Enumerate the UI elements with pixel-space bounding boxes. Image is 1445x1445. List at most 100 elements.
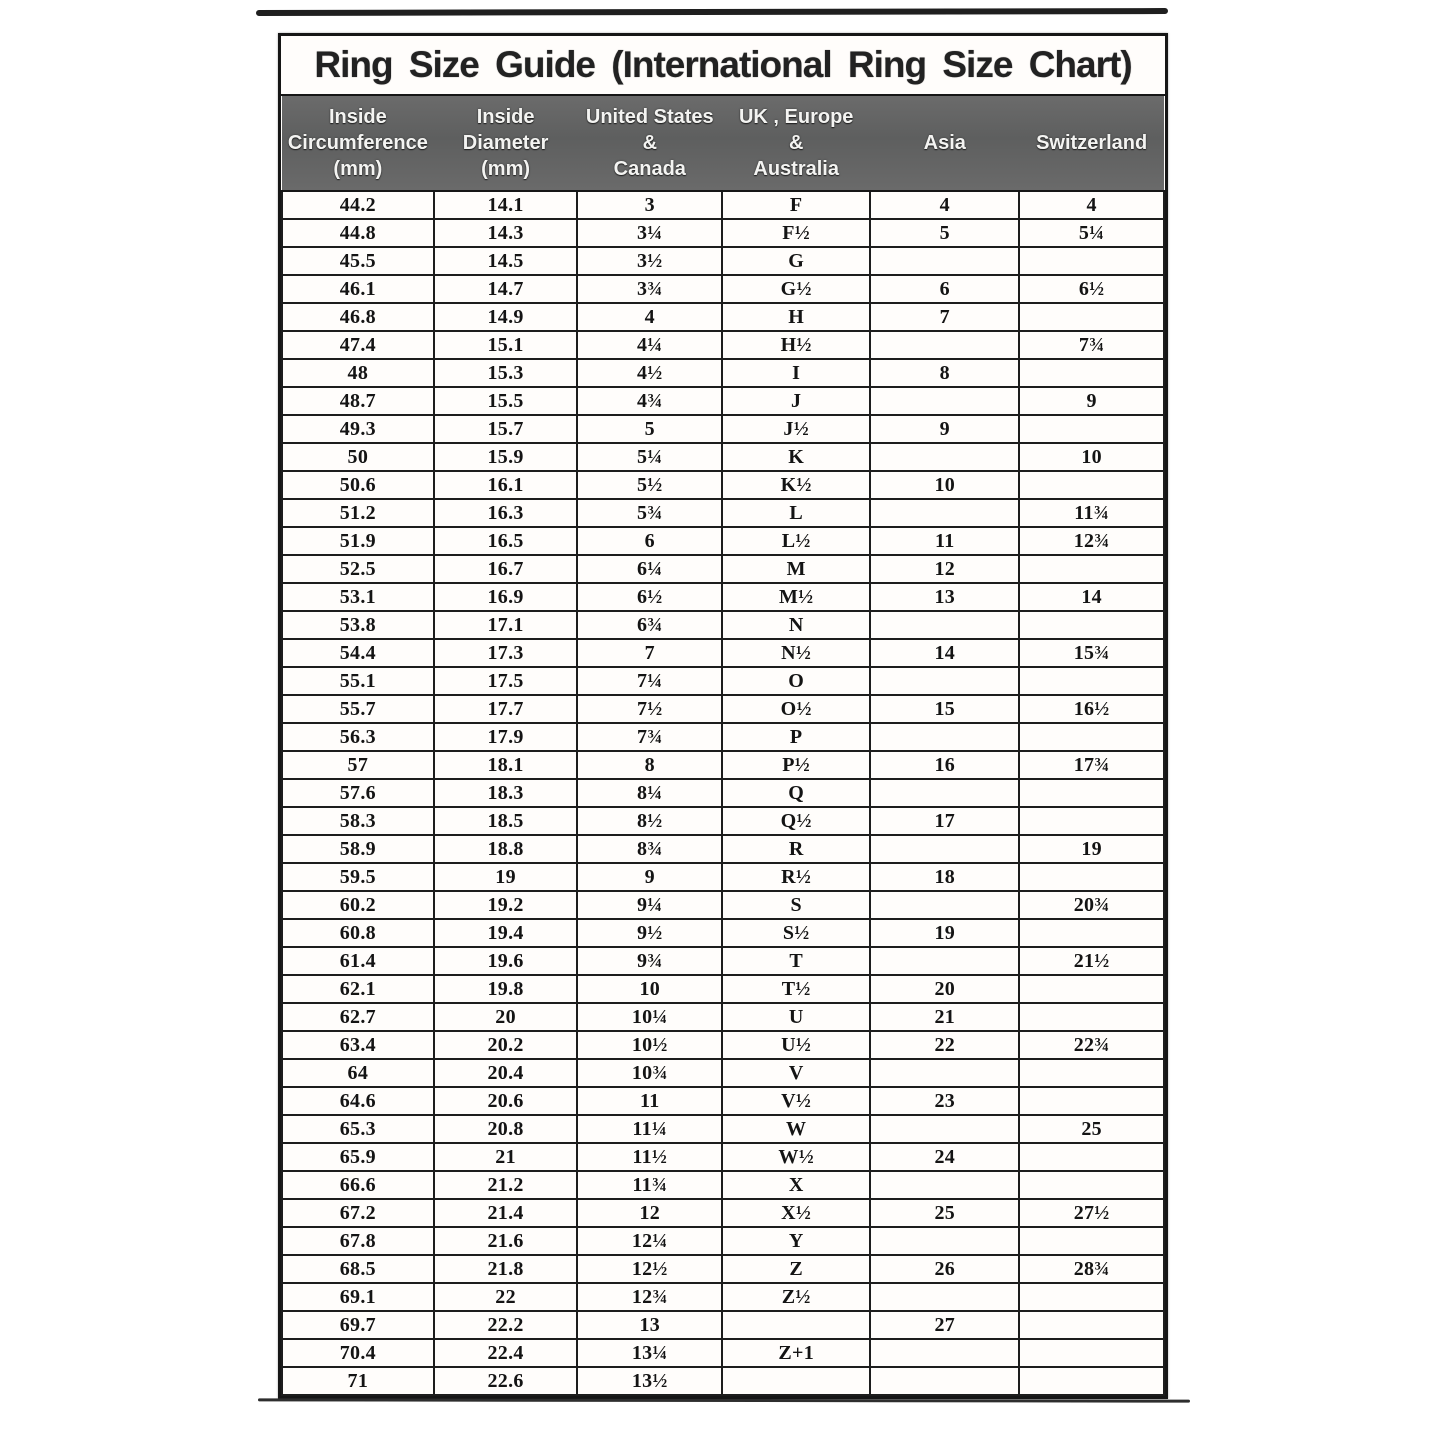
table-cell: 5¾ — [576, 498, 724, 528]
table-cell: 14.9 — [432, 302, 579, 332]
table-cell: 6 — [576, 526, 724, 556]
table-cell: K — [721, 442, 872, 472]
table-row: 68.5 21.8 12½ Z 26 28¾ — [281, 1254, 1165, 1284]
table-cell: 10½ — [576, 1030, 724, 1060]
table-row: 53.8 17.1 6¾ N — [281, 610, 1165, 640]
table-cell: H — [721, 302, 872, 332]
table-cell — [869, 890, 1021, 920]
table-cell: 22 — [869, 1030, 1021, 1060]
table-cell: 13½ — [576, 1366, 724, 1396]
table-cell: 26 — [869, 1254, 1021, 1284]
table-cell: 62.1 — [281, 974, 435, 1004]
table-cell — [1018, 1282, 1165, 1312]
table-cell: 15¾ — [1018, 638, 1165, 668]
table-cell: 14.1 — [432, 190, 579, 220]
table-cell — [869, 946, 1021, 976]
table-row: 66.6 21.2 11¾ X — [281, 1170, 1165, 1200]
table-cell — [1018, 358, 1165, 388]
table-cell: T½ — [721, 974, 872, 1004]
table-cell: 8¾ — [576, 834, 724, 864]
table-cell: 19.8 — [432, 974, 579, 1004]
table-cell — [869, 1366, 1021, 1396]
table-cell: 19.4 — [432, 918, 579, 948]
table-row: 50.6 16.1 5½ K½ 10 — [281, 470, 1165, 500]
table-cell: 51.9 — [281, 526, 435, 556]
table-cell — [869, 442, 1021, 472]
table-cell: 27½ — [1018, 1198, 1165, 1228]
table-cell: 15.9 — [432, 442, 579, 472]
table-cell: 19.6 — [432, 946, 579, 976]
table-cell: 27 — [869, 1310, 1021, 1340]
table-row: 69.1 22 12¾ Z½ — [281, 1282, 1165, 1312]
column-header: Switzerland — [1019, 96, 1164, 192]
table-cell: R — [721, 834, 872, 864]
table-cell: 22 — [432, 1282, 579, 1312]
table-cell: 46.1 — [281, 274, 435, 304]
table-cell: 48 — [281, 358, 435, 388]
table-cell: I — [721, 358, 872, 388]
table-cell: 14.3 — [432, 218, 579, 248]
table-cell: 58.9 — [281, 834, 435, 864]
table-cell: J½ — [721, 414, 872, 444]
table-cell — [1018, 302, 1165, 332]
table-cell: 12¾ — [1018, 526, 1165, 556]
table-cell: 4 — [576, 302, 724, 332]
table-cell — [1018, 778, 1165, 808]
table-cell: P — [721, 722, 872, 752]
table-cell: 24 — [869, 1142, 1021, 1172]
table-cell: 4¾ — [576, 386, 724, 416]
table-cell: 17.3 — [432, 638, 579, 668]
table-cell: S — [721, 890, 872, 920]
table-row: 58.3 18.5 8½ Q½ 17 — [281, 806, 1165, 836]
table-row: 67.8 21.6 12¼ Y — [281, 1226, 1165, 1256]
table-cell: 21.6 — [432, 1226, 579, 1256]
table-cell: 48.7 — [281, 386, 435, 416]
table-row: 62.1 19.8 10 T½ 20 — [281, 974, 1165, 1004]
table-row: 46.1 14.7 3¾ G½ 6 6½ — [281, 274, 1165, 304]
column-header: United States & Canada — [577, 96, 723, 192]
table-cell: 50 — [281, 442, 435, 472]
table-cell: F — [721, 190, 872, 220]
table-cell: 22.2 — [432, 1310, 579, 1340]
table-cell — [1018, 862, 1165, 892]
table-cell — [869, 778, 1021, 808]
table-cell: 8¼ — [576, 778, 724, 808]
table-row: 63.4 20.2 10½ U½ 22 22¾ — [281, 1030, 1165, 1060]
table-cell: 5 — [576, 414, 724, 444]
column-header: Asia — [870, 96, 1020, 192]
table-cell: R½ — [721, 862, 872, 892]
table-cell: 45.5 — [281, 246, 435, 276]
table-cell: 3 — [576, 190, 724, 220]
table-cell: 11¾ — [576, 1170, 724, 1200]
table-cell — [1018, 1226, 1165, 1256]
table-cell: 64 — [281, 1058, 435, 1088]
table-cell: O — [721, 666, 872, 696]
table-cell: 65.9 — [281, 1142, 435, 1172]
table-cell: 10 — [576, 974, 724, 1004]
table-cell: 18.1 — [432, 750, 579, 780]
table-cell: 53.8 — [281, 610, 435, 640]
table-cell: 59.5 — [281, 862, 435, 892]
table-cell: K½ — [721, 470, 872, 500]
table-cell: 18.5 — [432, 806, 579, 836]
table-cell: 9 — [1018, 386, 1165, 416]
ring-size-table: Inside Circumference (mm) Inside Diameter… — [281, 96, 1165, 1396]
table-cell: U½ — [721, 1030, 872, 1060]
table-cell: 9 — [869, 414, 1021, 444]
table-cell — [1018, 918, 1165, 948]
table-cell: 52.5 — [281, 554, 435, 584]
table-cell: 66.6 — [281, 1170, 435, 1200]
table-cell: 68.5 — [281, 1254, 435, 1284]
table-cell: 13¼ — [576, 1338, 724, 1368]
table-row: 45.5 14.5 3½ G — [281, 246, 1165, 276]
table-cell: M½ — [721, 582, 872, 612]
table-cell: 21.8 — [432, 1254, 579, 1284]
table-cell: 21.4 — [432, 1198, 579, 1228]
table-cell: Z — [721, 1254, 872, 1284]
table-cell — [869, 834, 1021, 864]
table-cell — [1018, 610, 1165, 640]
table-cell: 14 — [869, 638, 1021, 668]
table-cell: 17.7 — [432, 694, 579, 724]
table-row: 57 18.1 8 P½ 16 17¾ — [281, 750, 1165, 780]
table-cell: 15.7 — [432, 414, 579, 444]
